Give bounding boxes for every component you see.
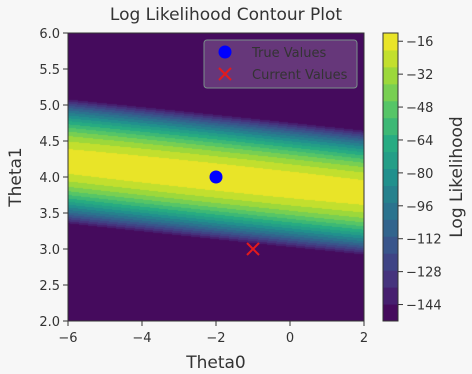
colorbar-frame: [382, 32, 399, 322]
true-values-point: [209, 170, 223, 184]
y-tick-label: 4.5: [39, 135, 60, 150]
colorbar-band: [383, 168, 398, 186]
legend-box: [203, 39, 358, 89]
chart-title: Log Likelihood Contour Plot: [110, 5, 343, 25]
colorbar-tick-label: −80: [406, 167, 433, 182]
legend-label: True Values: [251, 46, 326, 61]
y-tick-label: 2.5: [39, 279, 60, 294]
colorbar-band: [383, 49, 398, 68]
x-axis-label: Theta0: [185, 353, 246, 373]
x-tick-label: −4: [132, 331, 151, 346]
current-values-x-stroke: [246, 242, 260, 256]
colorbar-tick-label: −144: [406, 299, 442, 314]
legend-x-stroke: [218, 67, 232, 81]
colorbar-band: [383, 134, 398, 153]
colorbar-band: [383, 287, 398, 305]
x-tick-label: −6: [58, 331, 77, 346]
colorbar-tick-label: −128: [406, 266, 442, 281]
y-tick-label: 4.0: [39, 171, 60, 186]
colorbar-band: [383, 219, 398, 237]
colorbar-band: [383, 66, 398, 85]
x-tick-label: 2: [360, 331, 368, 346]
y-tick-label: 6.0: [39, 27, 60, 42]
legend-current-values-marker: [218, 67, 232, 81]
colorbar-tick-label: −96: [406, 200, 433, 215]
colorbar-band: [383, 270, 398, 288]
y-tick-label: 5.0: [39, 99, 60, 114]
colorbar-tick-label: −16: [406, 35, 433, 50]
colorbar-tick-label: −112: [406, 233, 442, 248]
colorbar-band: [383, 253, 398, 271]
legend-true-values-marker: [218, 45, 232, 59]
colorbar-tick-label: −48: [406, 101, 433, 116]
colorbar-band: [383, 100, 398, 119]
colorbar: −16 −32 −48 −64 −80 −96 −112 −128 −144 Log Likeli…: [382, 32, 467, 322]
y-axis-label: Theta1: [6, 147, 26, 208]
colorbar-band: [383, 202, 398, 220]
x-tick-label: 0: [286, 331, 294, 346]
colorbar-band: [383, 83, 398, 102]
colorbar-band: [383, 185, 398, 203]
y-tick-label: 5.5: [39, 63, 60, 78]
colorbar-band: [383, 151, 398, 170]
legend: True Values Current Values: [203, 39, 358, 89]
colorbar-tick-label: −64: [406, 134, 433, 149]
current-values-point: [246, 242, 260, 256]
y-tick-label: 3.0: [39, 243, 60, 258]
x-tick-label: −2: [206, 331, 225, 346]
colorbar-tick-label: −32: [406, 68, 433, 83]
colorbar-label: Log Likelihood: [447, 116, 467, 237]
y-tick-label: 3.5: [39, 207, 60, 222]
colorbar-band: [383, 236, 398, 254]
y-tick-label: 2.0: [39, 315, 60, 330]
colorbar-band: [383, 304, 398, 322]
legend-label: Current Values: [252, 68, 348, 83]
colorbar-band: [383, 117, 398, 136]
colorbar-band: [383, 33, 398, 51]
